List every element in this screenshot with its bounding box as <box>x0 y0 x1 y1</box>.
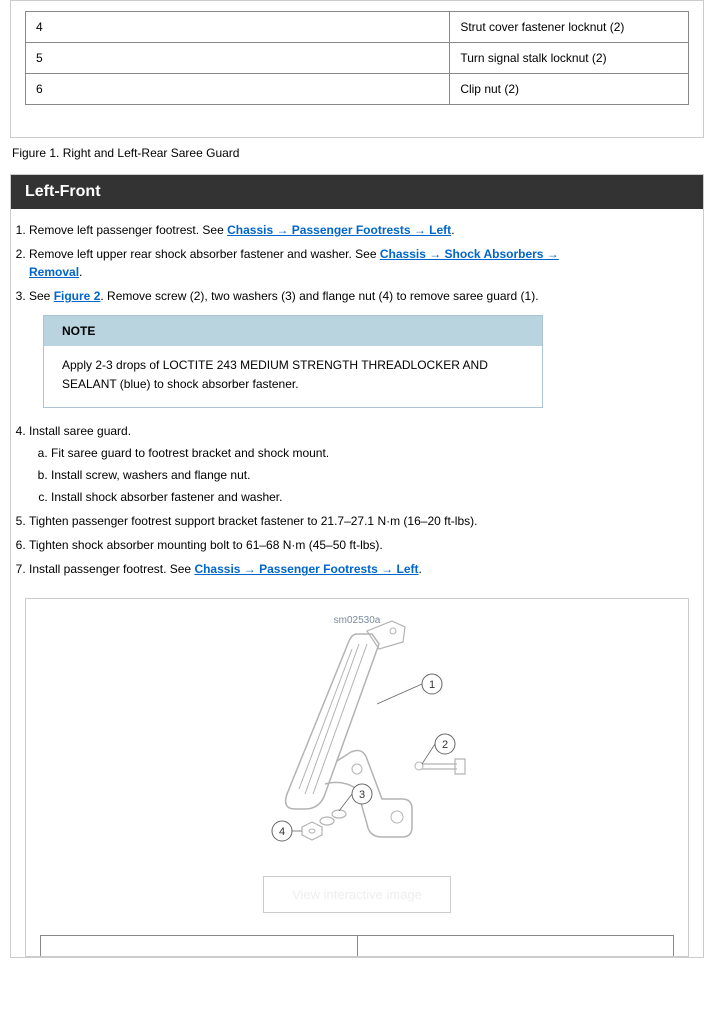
step-4a: Fit saree guard to footrest bracket and … <box>51 444 574 462</box>
table-row: 6Clip nut (2) <box>26 74 689 105</box>
figure1-caption: Figure 1. Right and Left-Rear Saree Guar… <box>12 146 704 160</box>
step-7: Install passenger footrest. See Chassis … <box>29 560 574 578</box>
bracket-hole-upper <box>352 764 362 774</box>
note-box: NOTE Apply 2-3 drops of LOCTITE 243 MEDI… <box>43 315 543 408</box>
bracket-hole <box>391 811 403 823</box>
step-1: Remove left passenger footrest. See Chas… <box>29 221 574 239</box>
step-3-text-a: See <box>29 289 54 303</box>
step-5: Tighten passenger footrest support brack… <box>29 512 574 530</box>
callout-2-leader <box>422 744 435 764</box>
callout-1-label: 1 <box>429 679 435 691</box>
flange-nut-hole <box>309 829 315 833</box>
step-4c: Install shock absorber fastener and wash… <box>51 488 574 506</box>
step-4-text: Install saree guard. <box>29 424 131 438</box>
callout-3-label: 3 <box>359 789 365 801</box>
part-desc-cell: Strut cover fastener locknut (2) <box>450 12 689 43</box>
step-4b: Install screw, washers and flange nut. <box>51 466 574 484</box>
figure1-frame: 4Strut cover fastener locknut (2)5Turn s… <box>10 0 704 138</box>
procedure-list: Remove left passenger footrest. See Chas… <box>29 221 574 578</box>
callout-2-label: 2 <box>442 739 448 751</box>
callout-3-leader <box>339 794 352 811</box>
table-row: 4Strut cover fastener locknut (2) <box>26 12 689 43</box>
link-figure-2[interactable]: Figure 2 <box>54 289 101 303</box>
callout-4-label: 4 <box>279 826 285 838</box>
section-header: Left-Front <box>11 175 703 209</box>
part-number-cell: 5 <box>26 43 450 74</box>
part-number-cell: 6 <box>26 74 450 105</box>
view-interactive-button[interactable]: View interactive image <box>263 876 451 913</box>
washer-icon <box>320 817 334 825</box>
note-title: NOTE <box>44 316 542 346</box>
washer-icon <box>332 810 346 818</box>
guard-rail <box>299 649 352 789</box>
guard-rail <box>313 644 367 794</box>
flange-nut-icon <box>302 822 322 840</box>
guard-rail <box>305 644 359 794</box>
step-6: Tighten shock absorber mounting bolt to … <box>29 536 574 554</box>
link-chassis-footrests-1[interactable]: Chassis → Passenger Footrests → Left <box>227 223 451 237</box>
top-bracket-hole <box>390 628 396 634</box>
figure2-frame: sm02530a 1 2 3 4 View interactive image <box>25 598 689 957</box>
link-chassis-footrests-2[interactable]: Chassis → Passenger Footrests → Left <box>194 562 418 576</box>
step-2-text-a: Remove left upper rear shock absorber fa… <box>29 247 380 261</box>
callout-1-leader <box>377 684 422 704</box>
step-1-text-a: Remove left passenger footrest. See <box>29 223 227 237</box>
step-1-text-b: . <box>451 223 454 237</box>
part-desc-cell: Clip nut (2) <box>450 74 689 105</box>
screw-icon <box>422 759 465 774</box>
left-front-section: Left-Front Remove left passenger footres… <box>10 174 704 958</box>
part-number-cell: 4 <box>26 12 450 43</box>
step-7-text-b: . <box>419 562 422 576</box>
step-7-text-a: Install passenger footrest. See <box>29 562 194 576</box>
parts-table-top: 4Strut cover fastener locknut (2)5Turn s… <box>25 11 689 105</box>
step-4-sublist: Fit saree guard to footrest bracket and … <box>51 444 574 506</box>
step-3-text-b: . Remove screw (2), two washers (3) and … <box>100 289 538 303</box>
step-4: Install saree guard. Fit saree guard to … <box>29 422 574 506</box>
step-2: Remove left upper rear shock absorber fa… <box>29 245 574 281</box>
table-row: 5Turn signal stalk locknut (2) <box>26 43 689 74</box>
step-3: See Figure 2. Remove screw (2), two wash… <box>29 287 574 408</box>
figure-code: sm02530a <box>334 615 381 626</box>
figure2-parts-table <box>40 935 674 956</box>
note-body: Apply 2-3 drops of LOCTITE 243 MEDIUM ST… <box>44 346 542 407</box>
screw-head <box>415 762 423 770</box>
step-2-text-b: . <box>79 265 82 279</box>
part-desc-cell: Turn signal stalk locknut (2) <box>450 43 689 74</box>
saree-guard-diagram: sm02530a 1 2 3 4 <box>207 609 507 859</box>
